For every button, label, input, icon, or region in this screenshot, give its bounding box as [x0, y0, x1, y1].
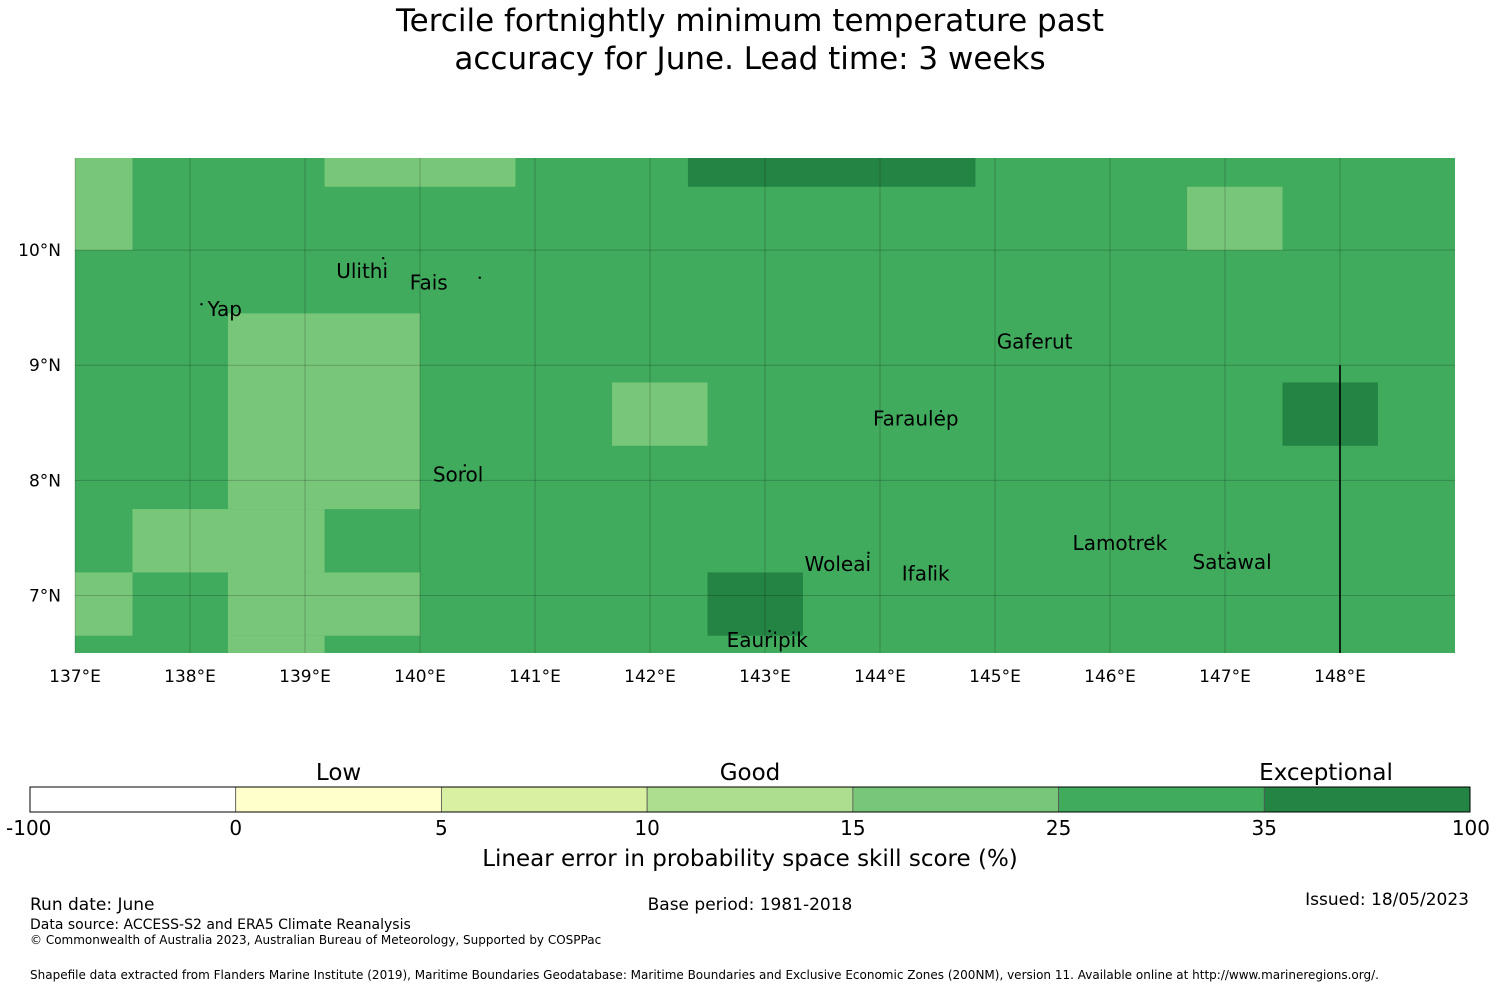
lon-tick-7: 144°E: [854, 667, 906, 687]
island-label-9: Satawal: [1192, 550, 1271, 574]
issued-date: Issued: 18/05/2023: [1305, 890, 1469, 910]
skill-grid-cells: [75, 158, 1455, 653]
skill-cell-2: [687, 158, 976, 187]
lon-tick-6: 143°E: [739, 667, 791, 687]
lon-tick-1: 138°E: [164, 667, 216, 687]
island-label-8: Lamotrek: [1073, 531, 1168, 555]
island-marker-6: [867, 551, 870, 555]
lat-tick-2: 8°N: [29, 471, 61, 491]
skill-cell-5: [132, 509, 325, 573]
skill-cell-1: [324, 158, 516, 187]
copyright: © Commonwealth of Australia 2023, Austra…: [30, 933, 602, 947]
data-source: Data source: ACCESS-S2 and ERA5 Climate …: [30, 917, 411, 933]
colorbar-segment-1: [235, 786, 442, 813]
skill-cell-10: [707, 572, 803, 636]
colorbar-segment-4: [852, 786, 1059, 813]
island-label-4: Faraulep: [873, 406, 959, 430]
island-label-2: Yap: [207, 297, 242, 321]
lon-tick-0: 137°E: [49, 667, 101, 687]
island-label-7: Ifalik: [902, 562, 950, 586]
colorbar-segment-5: [1058, 786, 1265, 813]
colorbar-label: Linear error in probability space skill …: [482, 846, 1018, 872]
skill-cell-0: [75, 158, 133, 251]
lon-tick-4: 141°E: [509, 667, 561, 687]
lon-tick-2: 139°E: [279, 667, 331, 687]
skill-cell-9: [612, 382, 708, 446]
island-label-3: Gaferut: [997, 330, 1073, 354]
skill-cell-8: [227, 635, 325, 653]
gridlines: [74, 158, 1455, 653]
title-line-2: accuracy for June. Lead time: 3 weeks: [454, 41, 1046, 77]
island-marker-2: [200, 302, 203, 306]
island-label-0: Ulithi: [336, 259, 388, 283]
base-period: Base period: 1981-2018: [647, 895, 853, 915]
colorbar-category-low: Low: [315, 760, 362, 786]
colorbar-tick-2: 5: [435, 816, 448, 840]
island-marker-8: [1151, 536, 1154, 540]
colorbar-tick-7: 100: [1452, 816, 1490, 840]
island-label-1: Fais: [410, 271, 448, 295]
island-marker-9: [1227, 551, 1230, 555]
island-label-5: Sorol: [433, 462, 484, 486]
skill-cell-7: [227, 572, 420, 636]
island-labels: Ulithi Fais Yap Gaferut Faraulep Sorol Woleai I…: [200, 256, 1272, 652]
shapefile-credit: Shapefile data extracted from Flanders M…: [30, 968, 1379, 982]
island-marker-4: [939, 410, 943, 413]
island-marker-1: [478, 276, 481, 279]
lat-tick-1: 9°N: [29, 356, 61, 376]
colorbar-segment-2: [441, 786, 648, 813]
run-date: Run date: June: [30, 895, 155, 915]
colorbar-tick-4: 15: [840, 816, 865, 840]
colorbar-category-exceptional: Exceptional: [1259, 760, 1393, 786]
colorbar-frame: [29, 786, 1471, 813]
colorbar-segment-6: [1263, 786, 1471, 813]
island-marker-5: [463, 464, 467, 467]
colorbar-tick-0: -100: [6, 816, 51, 840]
island-marker-3: [1037, 337, 1040, 340]
colorbar-tick-1: 0: [229, 816, 242, 840]
skill-cell-6: [75, 572, 133, 636]
skill-cell-4: [227, 313, 420, 510]
island-label-10: Eauripik: [727, 628, 809, 652]
skill-cell-3: [1187, 186, 1283, 251]
colorbar-tick-5: 25: [1046, 816, 1071, 840]
lon-tick-10: 147°E: [1199, 667, 1251, 687]
colorbar-tick-6: 35: [1252, 816, 1277, 840]
skill-cell-11: [1282, 382, 1378, 446]
title-line-1: Tercile fortnightly minimum temperature …: [396, 3, 1104, 39]
lat-tick-0: 10°N: [18, 241, 61, 261]
island-marker-10: [768, 629, 771, 633]
lat-tick-3: 7°N: [29, 586, 61, 606]
island-label-6: Woleai: [805, 552, 872, 576]
chart-title: Tercile fortnightly minimum temperature …: [0, 2, 1500, 78]
colorbar-tick-3: 10: [634, 816, 659, 840]
colorbar: -100 0 5 10 15 25 35 100: [6, 786, 1490, 840]
axis-tick-labels: 137°E 138°E 139°E 140°E 141°E 142°E 143°E 144°E…: [18, 241, 1366, 687]
colorbar-category-good: Good: [719, 760, 781, 786]
island-marker-7: [930, 565, 933, 568]
lon-tick-5: 142°E: [624, 667, 676, 687]
lon-tick-9: 146°E: [1084, 667, 1136, 687]
island-marker-0: [382, 256, 385, 260]
lon-tick-11: 148°E: [1314, 667, 1366, 687]
colorbar-segment-0: [29, 786, 237, 813]
lon-tick-3: 140°E: [394, 667, 446, 687]
lon-tick-8: 145°E: [969, 667, 1021, 687]
colorbar-segment-3: [646, 786, 854, 813]
